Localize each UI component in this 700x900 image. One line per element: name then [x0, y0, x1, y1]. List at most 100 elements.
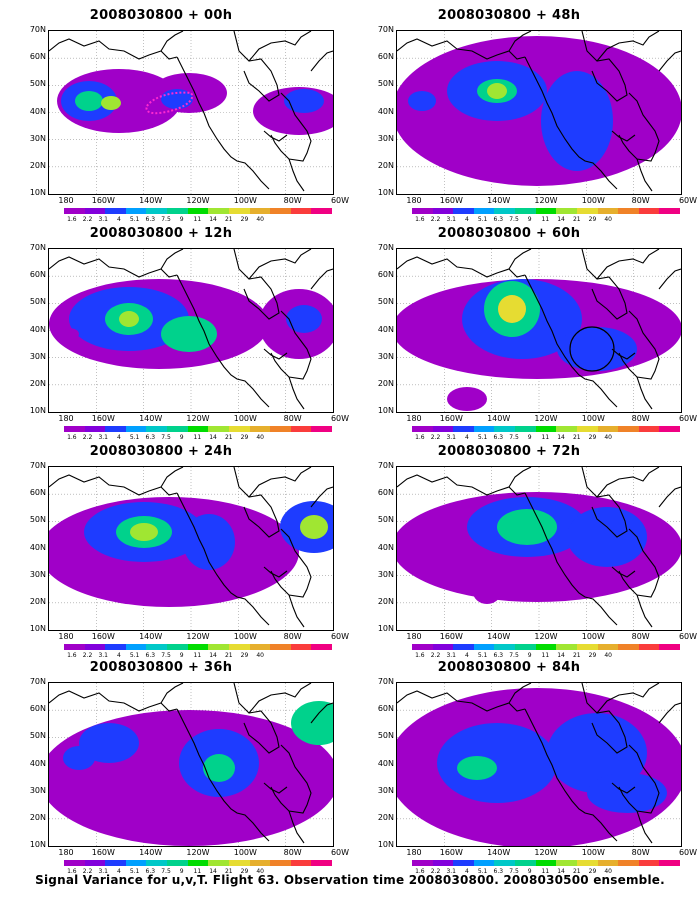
latitude-label: 50N [29, 731, 46, 741]
variance-contour [487, 83, 507, 99]
colorbar-swatch [249, 860, 271, 866]
longitude-label: 120W [186, 414, 210, 423]
verification-region-circle [569, 326, 615, 372]
colorbar-swatch [208, 860, 230, 866]
latitude-label: 70N [29, 243, 46, 252]
longitude-label: 120W [534, 414, 558, 423]
colorbar-swatch [167, 644, 189, 650]
variance-map [48, 30, 334, 195]
colorbar-swatch [494, 208, 516, 214]
colorbar-swatch [576, 426, 599, 432]
colorbar-swatch [597, 426, 619, 432]
colorbar-label: 5.1 [129, 868, 140, 875]
colorbar-swatch [515, 426, 537, 432]
variance-contour [473, 580, 501, 604]
coastline [636, 376, 653, 410]
colorbar-swatch [638, 426, 660, 432]
colorbar-swatch [556, 860, 578, 866]
colorbar-swatch [84, 426, 106, 432]
forecast-panel: 2008030800 + 12h 70N 60N 50N 40N 30N 20N 10N 180… [16, 226, 356, 441]
colorbar-label: 1.6 [67, 216, 77, 223]
latitude-label: 70N [29, 25, 46, 34]
colorbar-label: 21 [224, 652, 233, 659]
variance-map [396, 466, 682, 631]
colorbar-label: 9 [527, 434, 532, 441]
colorbar-swatch [290, 860, 312, 866]
colorbar-label: 14 [557, 434, 565, 441]
colorbar-swatch [638, 644, 660, 650]
colorbar-label: 21 [224, 216, 233, 223]
colorbar-swatch [618, 644, 640, 650]
latitude-label: 30N [29, 569, 46, 579]
colorbar-swatch [556, 644, 578, 650]
latitude-label: 20N [377, 812, 394, 822]
colorbar-label: 1.6 [415, 434, 425, 441]
latitude-label: 70N [377, 461, 394, 470]
colorbar-swatch [228, 644, 251, 650]
colorbar-label: 7.5 [509, 434, 519, 441]
forecast-panel: 2008030800 + 60h 70N 60N 50N 40N 30N 20N 10N 180… [364, 226, 700, 441]
map-canvas [49, 31, 333, 194]
colorbar-label: 6.3 [145, 434, 156, 441]
map-canvas [49, 467, 333, 630]
colorbar-swatch [576, 860, 599, 866]
latitude-label: 50N [377, 731, 394, 741]
colorbar-label: 2.2 [430, 868, 441, 875]
longitude-label: 80W [283, 632, 302, 641]
coastline [611, 348, 636, 360]
longitude-label: 180 [58, 414, 74, 423]
longitude-label: 80W [283, 196, 302, 205]
latitude-label: 10N [377, 840, 394, 849]
latitude-label: 20N [29, 596, 46, 606]
coastline [596, 467, 660, 498]
colorbar-swatch [453, 644, 475, 650]
coastline [508, 31, 532, 52]
variance-contour [63, 746, 95, 770]
forecast-panel: 2008030800 + 48h 70N 60N 50N 40N 30N 20N 10N 180… [364, 8, 700, 223]
coastline [636, 158, 653, 192]
colorbar-label: 29 [588, 868, 597, 875]
longitude-label: 100W [581, 848, 605, 857]
colorbar-label: 4 [465, 434, 469, 441]
colorbar-swatch [290, 208, 312, 214]
variance-map [48, 466, 334, 631]
variance-shading [57, 69, 333, 135]
colorbar-swatch [535, 644, 557, 650]
coastline [581, 31, 628, 102]
colorbar-swatch [473, 860, 495, 866]
coastline [508, 683, 532, 704]
colorbar-label: 29 [240, 216, 249, 223]
colorbar-swatch [659, 644, 681, 650]
colorbar-swatch [64, 860, 86, 866]
colorbar-swatch [270, 426, 292, 432]
map-canvas [397, 249, 681, 412]
colorbar-label: 3.1 [446, 434, 456, 441]
coastline [611, 782, 636, 794]
variance-contour [408, 91, 436, 111]
colorbar-label: 6.3 [145, 868, 156, 875]
colorbar [64, 644, 333, 650]
colorbar-swatch [453, 860, 475, 866]
coastline [263, 130, 288, 142]
coastline [618, 92, 660, 162]
latitude-label: 20N [377, 160, 394, 170]
colorbar-swatch [167, 208, 189, 214]
panel-title: 2008030800 + 00h [89, 8, 233, 23]
longitude-label: 140W [487, 196, 511, 205]
colorbar-swatch [208, 208, 230, 214]
colorbar-label: 1.6 [67, 434, 77, 441]
longitude-label: 160W [439, 196, 463, 205]
variance-contour [541, 71, 613, 171]
variance-contour [119, 311, 139, 327]
latitude-label: 20N [29, 378, 46, 388]
latitude-label: 60N [377, 488, 394, 498]
colorbar-swatch [146, 208, 168, 214]
colorbar-swatch [515, 860, 537, 866]
colorbar-label: 4 [465, 868, 469, 875]
variance-contour [457, 756, 497, 780]
longitude-label: 80W [283, 414, 302, 423]
coastline [248, 467, 312, 498]
colorbar-label: 4 [117, 868, 121, 875]
latitude-label: 40N [29, 758, 46, 768]
longitude-label: 100W [233, 632, 257, 641]
